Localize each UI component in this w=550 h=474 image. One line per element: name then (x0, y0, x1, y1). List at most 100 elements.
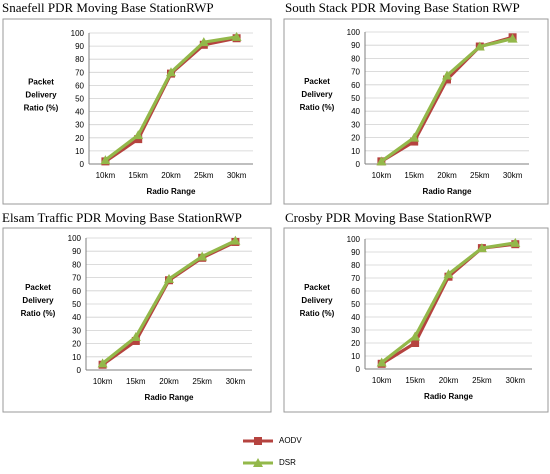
x-axis-label: Radio Range (145, 393, 194, 402)
data-point-dsr (198, 37, 209, 47)
y-tick-label: 40 (351, 107, 360, 116)
y-tick-label: 10 (351, 352, 360, 361)
chart-frame (2, 227, 272, 413)
legend-label-dsr: DSR (279, 458, 296, 467)
data-point-dsr (130, 332, 141, 341)
legend: AODV DSR (243, 434, 333, 472)
chart-frame (283, 227, 549, 413)
y-tick-label: 30 (75, 121, 84, 130)
y-tick-label: 10 (72, 353, 81, 362)
y-tick-label: 80 (72, 260, 81, 269)
x-tick-label: 25km (470, 171, 490, 180)
data-point-dsr (507, 33, 518, 43)
y-tick-label: 70 (351, 68, 360, 77)
legend-swatch-aodv (243, 437, 273, 445)
data-point-aodv (411, 339, 420, 347)
y-tick-label: 20 (75, 134, 84, 143)
y-axis-label: Ratio (%) (300, 309, 335, 318)
chart-title: South Stack PDR Moving Base Station RWP (285, 0, 520, 15)
y-axis-label: Packet (304, 283, 330, 292)
x-tick-label: 30km (503, 171, 523, 180)
y-tick-label: 30 (351, 120, 360, 129)
x-axis-label: Radio Range (147, 187, 196, 196)
data-point-dsr (409, 132, 420, 142)
data-point-dsr (166, 67, 176, 77)
y-axis-label: Ratio (%) (300, 103, 335, 112)
y-axis-label: Ratio (%) (21, 309, 56, 318)
data-point-dsr (133, 130, 144, 140)
legend-label-aodv: AODV (279, 436, 302, 445)
y-tick-label: 80 (351, 54, 360, 63)
y-tick-label: 30 (351, 326, 360, 335)
y-tick-label: 0 (77, 366, 82, 375)
chart-panel-3: Elsam Traffic PDR Moving Base StationRWP… (2, 210, 272, 413)
y-tick-label: 50 (75, 95, 84, 104)
y-tick-label: 100 (71, 29, 85, 38)
legend-item-dsr: DSR (243, 456, 333, 470)
y-tick-label: 30 (72, 326, 81, 335)
y-tick-label: 0 (356, 160, 361, 169)
y-tick-label: 70 (75, 68, 84, 77)
y-axis-label: Delivery (301, 90, 333, 99)
y-tick-label: 20 (351, 339, 360, 348)
y-axis-label: Delivery (301, 296, 333, 305)
y-tick-label: 60 (72, 287, 81, 296)
x-tick-label: 10km (93, 377, 113, 386)
x-axis-label: Radio Range (424, 392, 473, 401)
x-tick-label: 30km (506, 376, 526, 385)
y-tick-label: 90 (351, 41, 360, 50)
y-tick-label: 60 (351, 287, 360, 296)
y-tick-label: 50 (351, 300, 360, 309)
x-tick-label: 15km (405, 376, 425, 385)
y-tick-label: 80 (351, 261, 360, 270)
data-point-dsr (376, 156, 387, 166)
y-tick-label: 50 (351, 94, 360, 103)
data-point-dsr (510, 237, 521, 247)
y-axis-label: Delivery (25, 91, 57, 100)
chart-title: Crosby PDR Moving Base StationRWP (285, 210, 492, 225)
x-tick-label: 30km (226, 377, 246, 386)
y-tick-label: 20 (72, 340, 81, 349)
legend-swatch-dsr (243, 458, 273, 467)
chart-panel-4: Crosby PDR Moving Base StationRWP 0 10 20 30… (283, 210, 549, 413)
y-tick-label: 50 (72, 300, 81, 309)
x-tick-label: 10km (372, 376, 392, 385)
x-tick-label: 10km (96, 171, 116, 180)
y-axis-label: Packet (304, 77, 330, 86)
y-tick-label: 40 (72, 313, 81, 322)
y-tick-label: 100 (347, 28, 361, 37)
data-point-dsr (442, 70, 452, 80)
legend-item-aodv: AODV (243, 434, 333, 448)
y-axis-label: Packet (25, 283, 51, 292)
x-tick-label: 20km (437, 171, 457, 180)
y-tick-label: 100 (68, 234, 82, 243)
x-tick-label: 25km (192, 377, 212, 386)
y-tick-label: 100 (347, 235, 361, 244)
data-point-dsr (231, 31, 242, 41)
data-point-dsr (197, 251, 208, 261)
x-tick-label: 30km (227, 171, 247, 180)
chart-title: Snaefell PDR Moving Base StationRWP (2, 0, 214, 15)
y-tick-label: 60 (351, 81, 360, 90)
y-tick-label: 70 (72, 274, 81, 283)
y-tick-label: 90 (351, 248, 360, 257)
data-point-dsr (474, 41, 485, 51)
data-point-dsr (97, 358, 108, 368)
y-axis-label: Packet (28, 78, 54, 87)
x-tick-label: 20km (159, 377, 179, 386)
y-tick-label: 10 (351, 147, 360, 156)
x-tick-label: 15km (128, 171, 148, 180)
data-point-dsr (476, 243, 487, 253)
data-point-dsr (443, 269, 454, 279)
y-tick-label: 90 (72, 247, 81, 256)
chart-panel-1: Snaefell PDR Moving Base StationRWP 0 10 20… (2, 0, 272, 205)
y-axis-label: Ratio (%) (24, 104, 59, 113)
y-tick-label: 0 (356, 365, 361, 374)
x-tick-label: 10km (372, 171, 392, 180)
chart-title: Elsam Traffic PDR Moving Base StationRWP (2, 210, 242, 225)
y-tick-label: 10 (75, 147, 84, 156)
data-point-dsr (230, 235, 241, 245)
chart-panel-2: South Stack PDR Moving Base Station RWP 0… (283, 0, 549, 205)
y-tick-label: 70 (351, 274, 360, 283)
